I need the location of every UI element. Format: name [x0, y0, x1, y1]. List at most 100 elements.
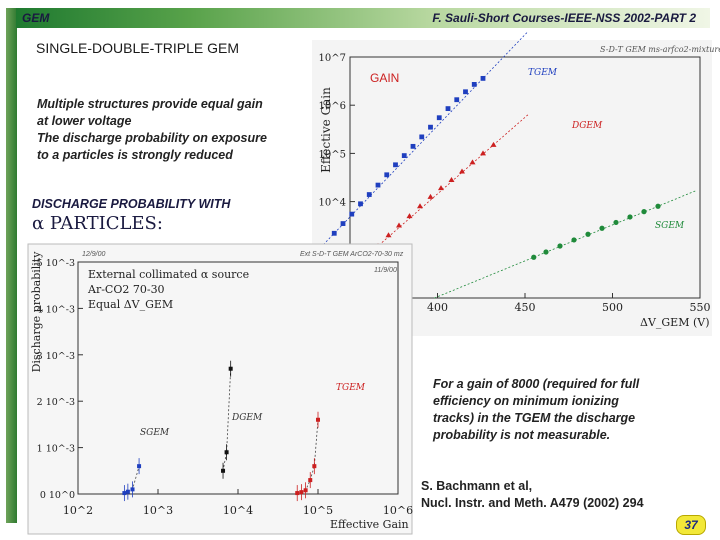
- discharge-corner-label: Ext S-D-T GEM ArCO2-70-30 mz: [300, 251, 404, 258]
- gain-point-sgem: [613, 219, 619, 226]
- discharge-corner-label: 12/9/00: [82, 251, 105, 258]
- intro-line: at lower voltage: [37, 114, 132, 128]
- discharge-point-sgem: [122, 491, 127, 496]
- discharge-heading-greek: α PARTICLES:: [32, 213, 163, 234]
- gain-point-sgem: [641, 209, 647, 215]
- gain-point-tgem: [358, 201, 363, 207]
- gain-point-dgem: [469, 159, 476, 165]
- gain-y-tick-label: 10^4: [319, 198, 346, 209]
- gain-x-axis-label: ΔV_GEM (V): [640, 316, 710, 329]
- discharge-point-sgem: [125, 489, 130, 494]
- gain-point-sgem: [585, 231, 591, 237]
- discharge-x-tick-label: 10^6: [383, 504, 413, 517]
- discharge-series-label-sgem: SGEM: [140, 428, 170, 438]
- gain-point-tgem: [436, 115, 442, 121]
- discharge-point-tgem: [316, 417, 320, 422]
- gain-series-label-dgem: DGEM: [571, 121, 603, 131]
- discharge-legend-text: Equal ΔV_GEM: [88, 298, 173, 311]
- gain-point-tgem: [366, 192, 372, 197]
- gain-point-sgem: [557, 243, 563, 249]
- gain-point-dgem: [385, 232, 392, 238]
- gain-point-tgem: [393, 162, 398, 168]
- gain-chart-title: GAIN: [370, 71, 399, 85]
- discharge-legend-text: External collimated α source: [88, 268, 249, 281]
- discharge-y-tick-label: 1 10^-3: [37, 444, 75, 455]
- gain-series-label-sgem: SGEM: [655, 221, 685, 231]
- discharge-y-tick-label: 0 10^0: [40, 490, 75, 501]
- header-left: GEM: [22, 11, 50, 25]
- discharge-x-tick-label: 10^4: [223, 504, 253, 517]
- gain-x-tick-label: 450: [515, 301, 536, 314]
- gain-point-tgem: [419, 134, 425, 140]
- discharge-x-tick-label: 10^5: [303, 504, 333, 517]
- gain-point-sgem: [571, 237, 577, 243]
- gain-point-dgem: [438, 185, 444, 191]
- gain-point-dgem: [406, 213, 413, 219]
- reference: S. Bachmann et al, Nucl. Instr. and Meth…: [421, 478, 644, 512]
- discharge-point-dgem: [221, 468, 226, 473]
- discharge-y-tick-label: 5 10^-3: [37, 258, 75, 269]
- discharge-y-tick-label: 2 10^-3: [37, 397, 75, 408]
- gain-point-tgem: [375, 182, 381, 188]
- gain-point-tgem: [480, 75, 486, 81]
- slide-title: SINGLE-DOUBLE-TRIPLE GEM: [36, 40, 240, 56]
- discharge-point-dgem: [224, 450, 229, 455]
- gain-point-tgem: [349, 211, 355, 217]
- discharge-point-tgem: [312, 464, 317, 469]
- gain-point-tgem: [445, 106, 451, 112]
- discharge-heading: DISCHARGE PROBABILITY WITH: [32, 197, 231, 211]
- gain-point-tgem: [463, 89, 468, 95]
- reference-line: Nucl. Instr. and Meth. A479 (2002) 294: [421, 496, 644, 510]
- reference-line: S. Bachmann et al,: [421, 479, 533, 493]
- gain-corner-note: S-D-T GEM ms-arfco2-mixture: [600, 45, 720, 54]
- gain-y-tick-label: 10^5: [319, 149, 346, 160]
- gain-point-dgem: [480, 150, 486, 156]
- gain-fit-line-sgem: [434, 190, 696, 299]
- note-line: probability is not measurable.: [433, 428, 611, 442]
- gain-point-sgem: [599, 225, 605, 231]
- gain-x-tick-label: 550: [690, 301, 711, 314]
- discharge-point-tgem: [308, 478, 313, 483]
- gain-point-tgem: [331, 230, 337, 236]
- note-line: tracks) in the TGEM the discharge: [433, 411, 636, 425]
- discharge-x-tick-label: 10^2: [63, 504, 93, 517]
- discharge-point-dgem: [228, 366, 233, 371]
- discharge-series-label-tgem: TGEM: [336, 383, 366, 393]
- discharge-legend-text: Ar-CO2 70-30: [87, 283, 165, 296]
- gain-x-tick-label: 500: [602, 301, 623, 314]
- gain-point-tgem: [428, 124, 433, 130]
- gain-point-tgem: [454, 97, 460, 103]
- discharge-chart-background: [27, 243, 413, 535]
- note-line: For a gain of 8000 (required for full: [433, 377, 640, 391]
- gain-point-dgem: [459, 168, 465, 174]
- page-number: 37: [676, 515, 706, 535]
- gain-point-dgem: [448, 177, 455, 183]
- discharge-point-sgem: [137, 464, 142, 469]
- gain-point-sgem: [543, 249, 549, 255]
- gain-y-tick-label: 10^7: [319, 53, 346, 64]
- gain-point-tgem: [401, 153, 407, 159]
- header-band: [16, 8, 710, 28]
- discharge-point-sgem: [130, 487, 135, 492]
- discharge-point-tgem: [295, 491, 300, 496]
- gain-point-dgem: [396, 222, 402, 228]
- intro-line: Multiple structures provide equal gain: [37, 97, 263, 111]
- gain-x-tick-label: 400: [427, 301, 448, 314]
- gain-point-dgem: [427, 193, 434, 199]
- gain-y-tick-label: 10^6: [319, 101, 346, 112]
- gain-point-sgem: [627, 214, 633, 220]
- gain-point-tgem: [384, 172, 390, 178]
- discharge-x-axis-label: Effective Gain: [330, 518, 409, 531]
- discharge-series-label-dgem: DGEM: [231, 413, 263, 423]
- gain-point-tgem: [410, 143, 416, 149]
- gain-point-tgem: [471, 82, 477, 87]
- gain-y-axis-label: Effective Gain: [319, 87, 333, 173]
- note-text: For a gain of 8000 (required for full ef…: [433, 376, 703, 444]
- discharge-y-tick-label: 3 10^-3: [37, 351, 75, 362]
- gain-point-dgem: [417, 203, 423, 209]
- discharge-point-tgem: [299, 490, 304, 495]
- discharge-point-tgem: [303, 488, 308, 493]
- discharge-y-axis-label: Discharge probability: [30, 251, 43, 373]
- intro-line: The discharge probability on exposure: [37, 131, 267, 145]
